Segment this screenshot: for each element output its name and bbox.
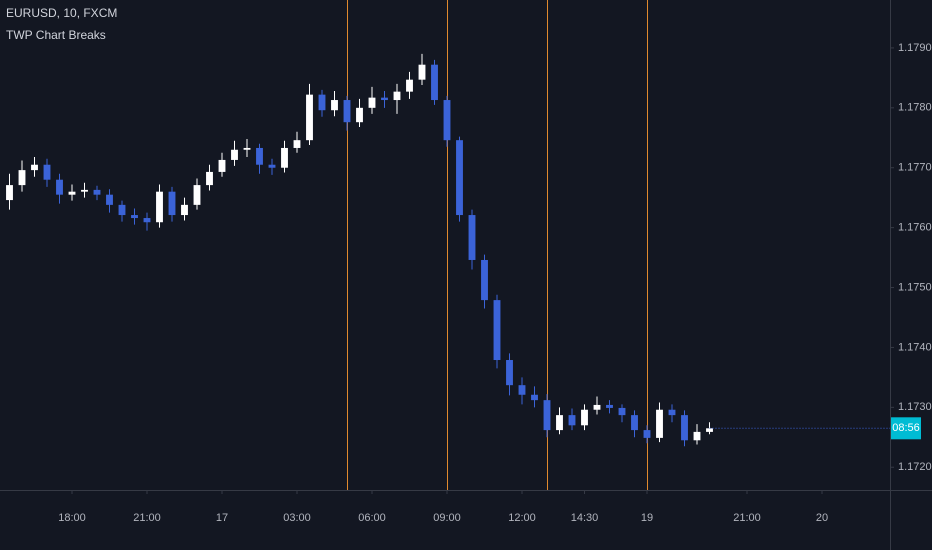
- x-tick-label: 03:00: [283, 512, 311, 524]
- candle-body: [531, 394, 538, 401]
- candle-body: [581, 409, 588, 426]
- candle-body: [518, 385, 526, 395]
- candle-body: [418, 64, 426, 80]
- candle-body: [206, 171, 213, 186]
- candle-body: [643, 430, 651, 438]
- candle-body: [243, 147, 251, 150]
- candle-body: [668, 409, 676, 416]
- countdown-label: 08:56: [892, 422, 920, 434]
- candle-body: [556, 415, 563, 431]
- candle-body: [681, 415, 688, 441]
- y-tick-label: 1.17900: [898, 42, 932, 54]
- candle-body: [143, 218, 151, 223]
- x-tick-label: 21:00: [733, 512, 761, 524]
- candle-body: [268, 164, 276, 168]
- y-tick-label: 1.17800: [898, 102, 932, 114]
- y-tick-label: 1.17300: [898, 401, 932, 413]
- x-tick-label: 19: [641, 512, 653, 524]
- x-tick-label: 18:00: [58, 512, 86, 524]
- x-tick-label: 14:30: [571, 512, 599, 524]
- candle-body: [193, 185, 201, 205]
- candle-body: [293, 140, 301, 148]
- y-tick-label: 1.17500: [898, 281, 932, 293]
- candle-body: [218, 159, 226, 172]
- x-tick-label: 06:00: [358, 512, 386, 524]
- candle-body: [443, 100, 451, 141]
- indicator-name: TWP Chart Breaks: [6, 28, 106, 42]
- candle-body: [368, 97, 376, 108]
- candle-body: [481, 259, 488, 301]
- candle-body: [181, 204, 188, 216]
- y-tick-label: 1.17700: [898, 162, 932, 174]
- candle-body: [493, 300, 501, 361]
- candle-body: [343, 100, 351, 123]
- candle-body: [331, 100, 338, 111]
- candle-body: [131, 215, 138, 219]
- candle-body: [431, 64, 438, 101]
- candle-body: [606, 404, 613, 408]
- candle-body: [356, 107, 363, 123]
- candle-body: [93, 189, 101, 195]
- candle-body: [31, 164, 38, 171]
- candle-body: [256, 147, 263, 165]
- y-tick-label: 1.17600: [898, 222, 932, 234]
- x-tick-label: 09:00: [433, 512, 461, 524]
- candle-body: [18, 170, 26, 186]
- candle-body: [68, 191, 76, 195]
- candle-body: [631, 415, 638, 431]
- candle-body: [381, 97, 388, 101]
- countdown-box: [891, 417, 921, 440]
- candle-body: [106, 194, 113, 205]
- x-tick-label: 20: [816, 512, 828, 524]
- y-tick-label: 1.17200: [898, 461, 932, 473]
- candle-body: [56, 179, 63, 195]
- candle-body: [156, 191, 163, 223]
- candle-body: [506, 360, 513, 386]
- candle-body: [618, 407, 626, 416]
- x-tick-label: 12:00: [508, 512, 536, 524]
- candle-body: [318, 94, 326, 111]
- chart-title: EURUSD, 10, FXCM: [6, 6, 117, 20]
- candle-body: [43, 164, 51, 180]
- candle-body: [306, 94, 313, 141]
- candle-body: [593, 404, 601, 410]
- candle-body: [281, 147, 288, 168]
- candle-body: [393, 91, 401, 101]
- x-tick-label: 21:00: [133, 512, 161, 524]
- candle-body: [231, 149, 238, 160]
- candle-body: [706, 428, 713, 432]
- y-tick-label: 1.17400: [898, 341, 932, 353]
- candle-body: [656, 409, 663, 438]
- candle-body: [81, 189, 88, 192]
- candle-body: [456, 140, 463, 216]
- candle-body: [468, 215, 476, 260]
- x-tick-label: 17: [216, 512, 228, 524]
- candle-body: [6, 185, 13, 201]
- candle-body: [693, 431, 701, 441]
- candle-body: [118, 204, 126, 216]
- candle-body: [168, 191, 176, 216]
- candle-body: [406, 79, 413, 92]
- candle-body: [568, 415, 576, 426]
- candle-body: [543, 400, 551, 431]
